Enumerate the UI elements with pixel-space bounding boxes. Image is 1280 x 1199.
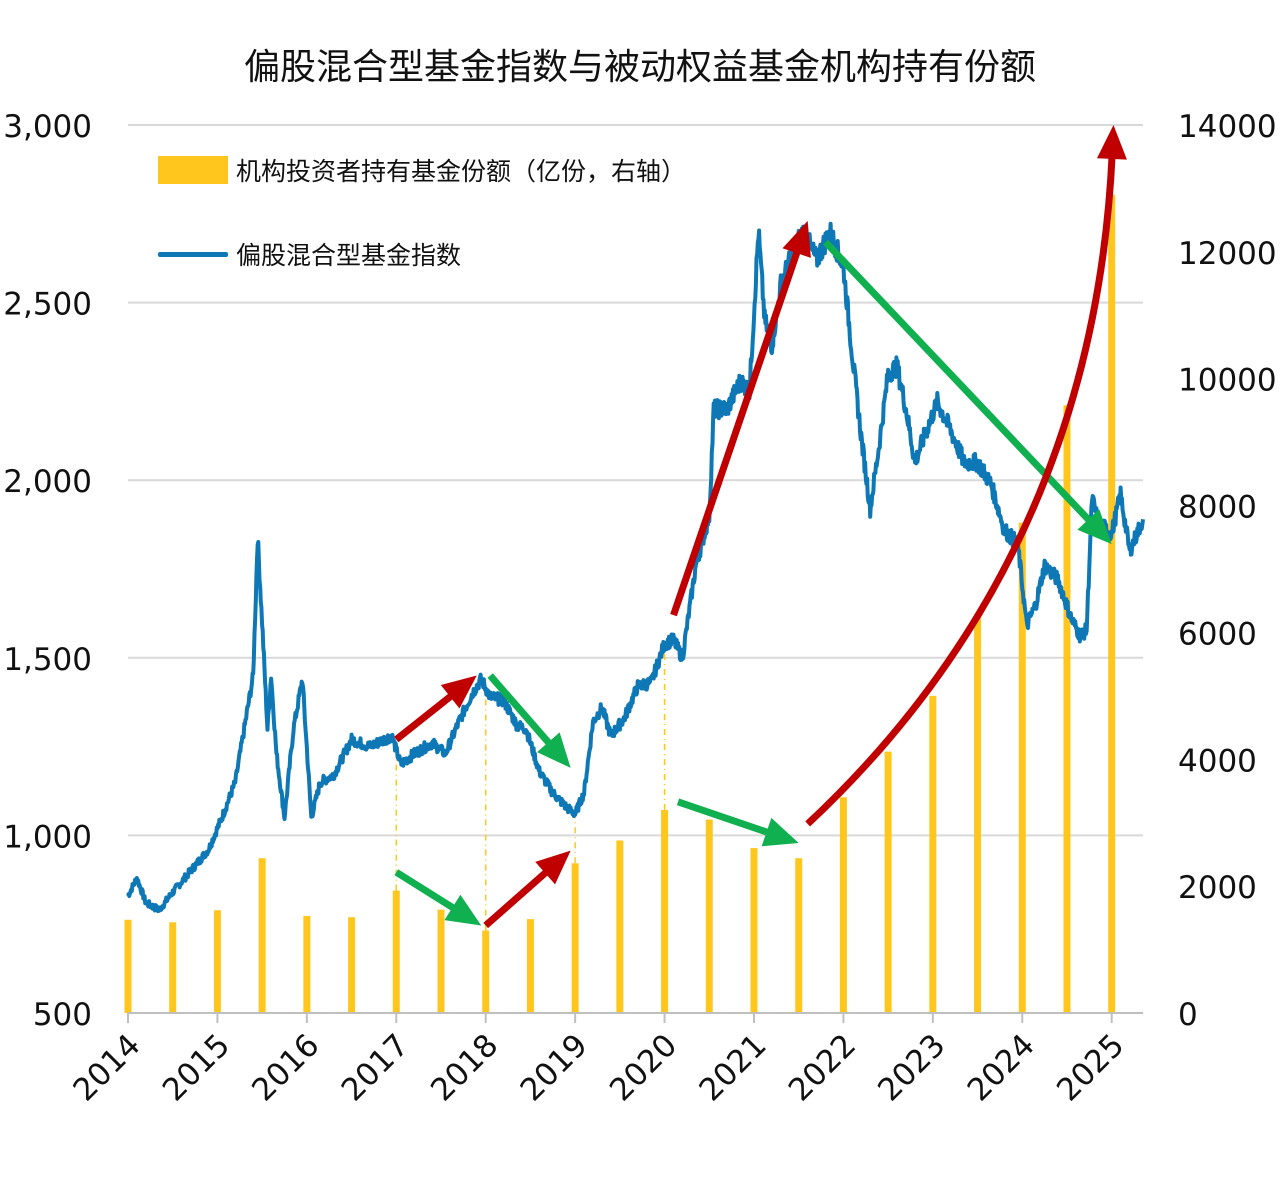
bar [616, 840, 624, 1013]
x-tick-label: 2021 [692, 1027, 773, 1108]
down-arrow-head [1077, 509, 1112, 545]
up-arrow [670, 244, 803, 617]
legend-line: 偏股混合型基金指数 [158, 236, 461, 272]
legend-bars: 机构投资者持有基金份额（亿份，右轴） [158, 152, 686, 188]
bar [750, 848, 758, 1013]
bar [392, 890, 400, 1013]
x-tick-label: 2022 [782, 1027, 863, 1108]
y-left-tick-label: 500 [33, 997, 92, 1033]
x-tick-label: 2024 [961, 1027, 1042, 1108]
bar [526, 919, 534, 1013]
index-line [126, 221, 1145, 914]
y-right-tick-label: 6000 [1178, 616, 1257, 652]
down-arrow [487, 673, 557, 751]
up-arrow-head [1096, 125, 1127, 160]
bar [839, 797, 847, 1013]
y-right-tick-label: 4000 [1178, 743, 1257, 779]
bar [795, 858, 803, 1013]
legend-bars-label: 机构投资者持有基金份额（亿份，右轴） [236, 157, 687, 186]
bar [437, 909, 445, 1013]
y-right-tick-label: 10000 [1178, 363, 1277, 399]
x-tick-label: 2023 [871, 1027, 952, 1108]
up-arrow [394, 688, 459, 743]
bar [705, 819, 713, 1013]
x-tick-label: 2019 [514, 1027, 595, 1108]
chart-title: 偏股混合型基金指数与被动权益基金机构持有份额 [243, 47, 1036, 88]
y-right-tick-label: 0 [1178, 997, 1198, 1033]
bar [1108, 194, 1116, 1013]
bar [303, 915, 311, 1013]
legend-line-swatch [158, 251, 228, 257]
down-arrow [394, 869, 462, 915]
bar [169, 922, 177, 1013]
down-arrow-head [537, 732, 571, 768]
down-arrow-head [444, 894, 482, 926]
up-arrow [483, 865, 554, 929]
bar [571, 863, 579, 1013]
down-arrow [676, 798, 776, 838]
y-right-tick-label: 2000 [1178, 870, 1257, 906]
bar [124, 919, 132, 1013]
bar [1018, 522, 1026, 1013]
up-arrow-head [440, 675, 477, 709]
up-arrow-curve [805, 152, 1116, 827]
bar-series [124, 194, 1116, 1014]
line-series [126, 221, 1145, 914]
bar [929, 695, 937, 1013]
y-right-tick-label: 14000 [1178, 109, 1277, 145]
bar [884, 751, 892, 1013]
bar [258, 858, 266, 1013]
legend-line-label: 偏股混合型基金指数 [236, 241, 462, 270]
up-arrow-head [782, 220, 811, 258]
bar [482, 930, 490, 1013]
bar [213, 910, 221, 1013]
guide-lines [395, 643, 666, 931]
x-tick-label: 2015 [156, 1027, 237, 1108]
y-right-tick-label: 8000 [1178, 490, 1257, 526]
y-right-tick-label: 12000 [1178, 236, 1277, 272]
bar [661, 810, 669, 1013]
x-tick-label: 2020 [603, 1027, 684, 1108]
y-left-tick-label: 1,000 [3, 819, 92, 855]
x-tick-label: 2017 [335, 1027, 416, 1108]
y-left-tick-label: 3,000 [3, 109, 92, 145]
x-tick-label: 2014 [66, 1027, 147, 1108]
y-left-tick-label: 1,500 [3, 642, 92, 678]
x-tick-label: 2018 [424, 1027, 505, 1108]
x-tick-label: 2016 [245, 1027, 326, 1108]
x-tick-label: 2025 [1050, 1027, 1131, 1108]
bar [1063, 405, 1071, 1014]
up-arrow-head [535, 850, 571, 885]
y-left-tick-label: 2,500 [3, 287, 92, 323]
gridlines [128, 124, 1143, 837]
legend-bar-swatch [158, 156, 228, 184]
y-left-tick-label: 2,000 [3, 464, 92, 500]
annotation-arrows [394, 125, 1127, 929]
bar [974, 614, 982, 1013]
bar [348, 917, 356, 1013]
down-arrow-head [761, 817, 799, 847]
